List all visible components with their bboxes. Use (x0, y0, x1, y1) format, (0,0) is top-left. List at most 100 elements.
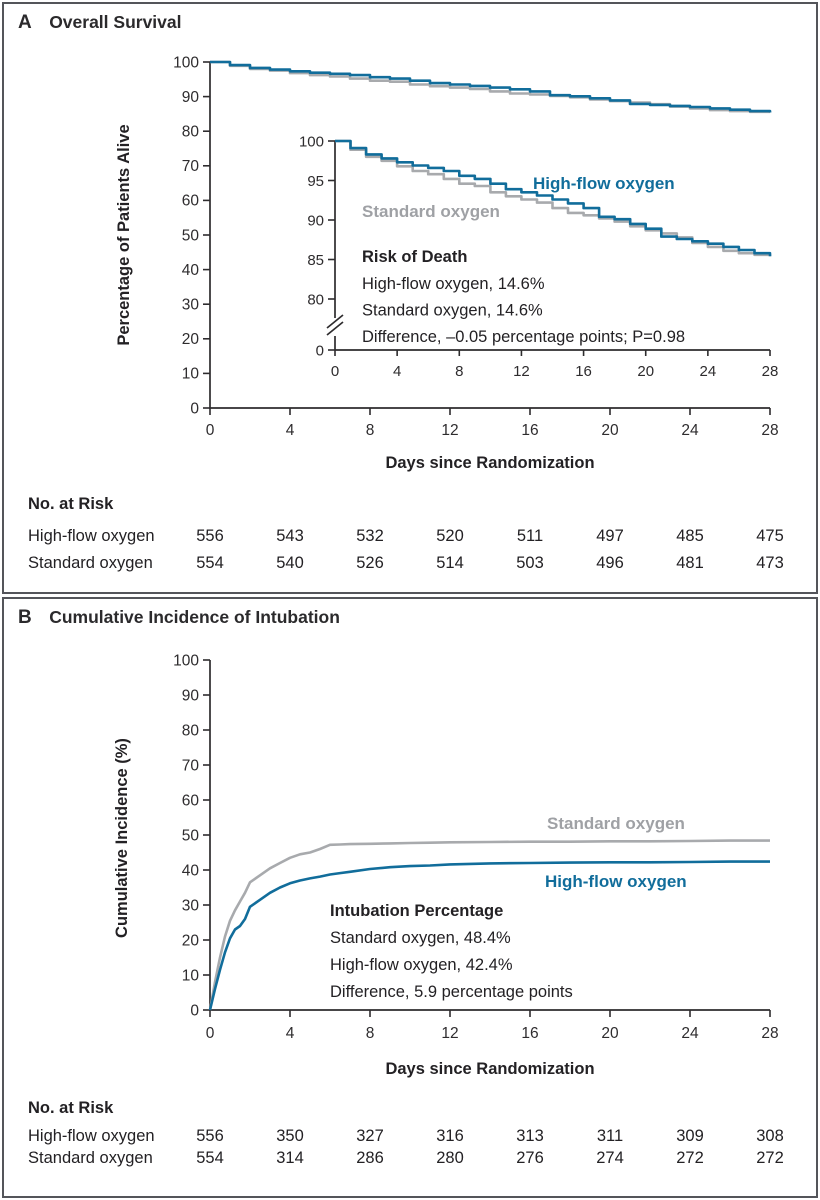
x-axis-title: Days since Randomization (385, 1060, 594, 1078)
x-tick-label: 4 (286, 1025, 295, 1042)
inset-high-flow-oxygen-curve (335, 139, 772, 257)
standard-oxygen-curve (208, 839, 770, 1011)
x-tick-label: 12 (441, 1025, 458, 1042)
y-axis-title: Percentage of Patients Alive (115, 124, 133, 345)
inset-y-tick-label: 85 (307, 252, 324, 269)
inset-x-tick-label: 24 (700, 363, 717, 380)
risk-table-title: No. at Risk (28, 1099, 114, 1117)
panel-b-letter: B (18, 607, 32, 628)
risk-value: 309 (676, 1127, 704, 1145)
risk-value: 497 (596, 527, 624, 545)
panel-b-title: B Cumulative Incidence of Intubation (18, 607, 340, 629)
y-tick-label: 100 (173, 652, 199, 669)
x-tick-label: 24 (681, 1025, 699, 1042)
risk-of-death-line: Standard oxygen, 14.6% (362, 302, 543, 320)
risk-value: 475 (756, 527, 784, 545)
intubation-percentage-line: Difference, 5.9 percentage points (330, 983, 573, 1001)
risk-value: 274 (596, 1149, 624, 1167)
risk-value: 543 (276, 527, 304, 545)
x-axis-title: Days since Randomization (385, 454, 594, 472)
axis-break-slash (326, 321, 344, 336)
y-tick-label: 80 (182, 124, 200, 141)
panel-a-title: A Overall Survival (18, 12, 182, 34)
x-tick-label: 24 (681, 422, 699, 439)
risk-value: 514 (436, 554, 464, 572)
inset-y-tick-label: 90 (307, 212, 324, 229)
x-tick-label: 0 (206, 1025, 215, 1042)
risk-value: 520 (436, 527, 464, 545)
y-tick-label: 80 (182, 722, 200, 739)
risk-value: 496 (596, 554, 624, 572)
risk-row-label: High-flow oxygen (28, 527, 155, 545)
high-flow-oxygen-curve (210, 60, 772, 113)
risk-value: 503 (516, 554, 544, 572)
x-tick-label: 8 (366, 422, 375, 439)
intubation-percentage-heading: Intubation Percentage (330, 902, 503, 920)
y-tick-label: 60 (182, 193, 200, 210)
y-tick-label: 20 (182, 331, 200, 348)
y-tick-label: 50 (182, 227, 200, 244)
risk-value: 511 (516, 527, 544, 545)
risk-value: 313 (516, 1127, 544, 1145)
x-tick-label: 28 (761, 1025, 778, 1042)
y-tick-label: 90 (182, 687, 200, 704)
risk-table-b: No. at Risk High-flow oxygen 556 350 327 316 3… (4, 599, 816, 1196)
x-tick-label: 12 (441, 422, 458, 439)
risk-of-death-line: High-flow oxygen, 14.6% (362, 275, 545, 293)
high-flow-oxygen-label: High-flow oxygen (545, 872, 687, 891)
risk-value: 316 (436, 1127, 464, 1145)
inset-x-tick-label: 28 (762, 363, 779, 380)
risk-value: 532 (356, 527, 384, 545)
risk-value: 280 (436, 1149, 464, 1167)
inset-standard-oxygen-curve (335, 139, 772, 257)
inset-x-tick-label: 16 (575, 363, 592, 380)
risk-table-title: No. at Risk (28, 495, 114, 513)
y-tick-label: 30 (182, 897, 200, 914)
y-tick-label: 10 (182, 967, 200, 984)
y-tick-label: 100 (173, 54, 199, 71)
y-tick-label: 70 (182, 757, 200, 774)
y-tick-label: 40 (182, 862, 200, 879)
risk-value: 556 (196, 527, 224, 545)
risk-value: 272 (676, 1149, 704, 1167)
high-flow-oxygen-curve (208, 860, 770, 1011)
x-tick-label: 28 (761, 422, 778, 439)
x-tick-label: 8 (366, 1025, 375, 1042)
intubation-percentage-line: High-flow oxygen, 42.4% (330, 956, 513, 974)
x-tick-label: 0 (206, 422, 215, 439)
inset-y-tick-label: 100 (299, 133, 324, 150)
risk-of-death-line: Difference, –0.05 percentage points; P=0… (362, 328, 685, 346)
panel-a-letter: A (18, 12, 32, 33)
risk-row-label: Standard oxygen (28, 554, 153, 572)
y-tick-label: 70 (182, 158, 200, 175)
risk-value: 554 (196, 554, 224, 572)
inset-y-tick-label: 95 (307, 173, 324, 190)
risk-value: 473 (756, 554, 784, 572)
inset-y-tick-label: 80 (307, 291, 324, 308)
inset-x-tick-label: 8 (455, 363, 463, 380)
panel-b-heading: Cumulative Incidence of Intubation (49, 607, 340, 627)
x-tick-label: 16 (521, 422, 538, 439)
inset-axes (334, 141, 770, 351)
risk-value: 526 (356, 554, 384, 572)
y-tick-label: 10 (182, 366, 200, 383)
inset-standard-label: Standard oxygen (362, 202, 500, 221)
risk-table-a: No. at Risk High-flow oxygen 556 543 532 520 5… (4, 4, 816, 592)
x-tick-label: 4 (286, 422, 295, 439)
risk-value: 556 (196, 1127, 224, 1145)
y-tick-label: 0 (190, 1002, 199, 1019)
cumulative-incidence-chart: 0 10 20 30 40 50 60 70 80 90 100 0 4 8 12 16 20 24 28 Days … (113, 652, 779, 1078)
y-axis-title: Cumulative Incidence (%) (113, 738, 131, 938)
inset-x-tick-label: 0 (331, 363, 339, 380)
risk-row: Standard oxygen 554 540 526 514 503 496 481 473 (4, 555, 816, 573)
inset-y-tick-label: 0 (316, 342, 324, 359)
risk-value: 308 (756, 1127, 784, 1145)
x-tick-label: 20 (601, 1025, 619, 1042)
axis-break-slash (326, 314, 344, 329)
y-tick-label: 60 (182, 792, 200, 809)
x-tick-label: 20 (601, 422, 619, 439)
risk-row: High-flow oxygen 556 543 532 520 511 497 485 475 (4, 528, 816, 546)
panel-a-heading: Overall Survival (49, 12, 182, 32)
